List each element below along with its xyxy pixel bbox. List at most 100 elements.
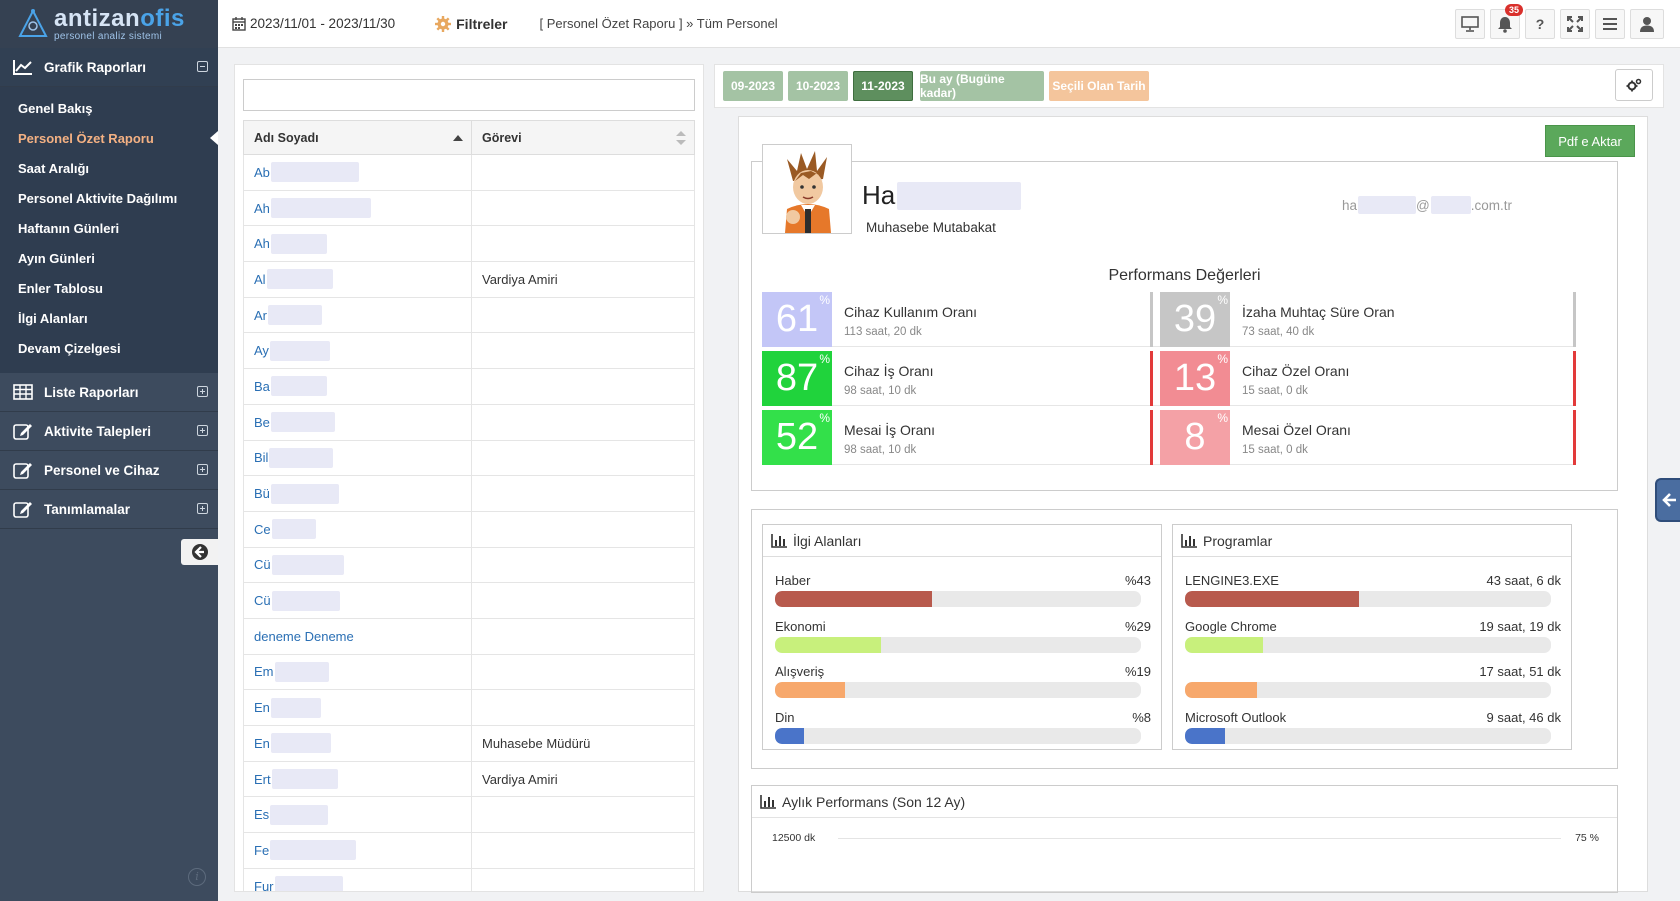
sidebar-item-personel-aktivite-dagilimi[interactable]: Personel Aktivite Dağılımı <box>18 190 178 206</box>
cell-name[interactable]: Ba <box>244 369 472 404</box>
table-row[interactable]: Ba <box>243 369 695 405</box>
table-row[interactable]: En Muhasebe Müdürü <box>243 726 695 762</box>
cell-name[interactable]: Bil <box>244 440 472 476</box>
expand-toggle-icon[interactable] <box>197 464 208 475</box>
table-header: Adı Soyadı Görevi <box>243 120 695 155</box>
sidebar-item-ayin-gunleri[interactable]: Ayın Günleri <box>18 250 95 266</box>
sidebar: antizanofis personel analiz sistemi Graf… <box>0 0 218 901</box>
cell-name[interactable]: Ah <box>244 190 472 226</box>
table-row[interactable]: Al Vardiya Amiri <box>243 262 695 298</box>
bar-track <box>1185 682 1551 698</box>
sidebar-item-saat-araligi[interactable]: Saat Aralığı <box>18 160 90 176</box>
search-input[interactable] <box>243 79 695 111</box>
cell-name[interactable]: Es <box>244 797 472 833</box>
expand-toggle-icon[interactable] <box>197 386 208 397</box>
cell-name[interactable]: Be <box>244 404 472 440</box>
cell-name[interactable]: Ert <box>244 761 472 797</box>
table-row[interactable]: Bil <box>243 440 695 477</box>
expand-icon <box>1567 16 1583 32</box>
sidebar-item-enler-tablosu[interactable]: Enler Tablosu <box>18 280 103 296</box>
sidebar-item-ilgi-alanlari[interactable]: İlgi Alanları <box>18 310 88 326</box>
cell-name[interactable]: Bü <box>244 476 472 511</box>
cell-name[interactable]: Al <box>244 262 472 297</box>
cell-name[interactable]: Fur <box>244 868 472 891</box>
notifications-button[interactable]: 35 <box>1490 4 1523 39</box>
user-button[interactable] <box>1630 9 1664 39</box>
sidebar-item-personel-ozet-raporu[interactable]: Personel Özet Raporu <box>0 123 218 153</box>
table-row[interactable]: Ert Vardiya Amiri <box>243 761 695 798</box>
menu-group-tanimlamalar[interactable]: Tanımlamalar <box>0 490 218 529</box>
cell-name[interactable]: Ab <box>244 155 472 190</box>
help-button[interactable]: ? <box>1525 9 1555 39</box>
table-row[interactable]: Fur <box>243 868 695 891</box>
table-row[interactable]: Bü <box>243 476 695 512</box>
table-row[interactable]: En <box>243 690 695 726</box>
cell-name[interactable]: Cü <box>244 583 472 618</box>
table-row[interactable]: Em <box>243 654 695 691</box>
table-row[interactable]: Es <box>243 797 695 834</box>
month-button[interactable]: 10-2023 <box>788 71 848 101</box>
stat-value: 39 <box>1173 298 1217 340</box>
performance-stat: 87% Cihaz İş Oranı 98 saat, 10 dk <box>762 351 1178 406</box>
menu-group-personel-ve-cihaz[interactable]: Personel ve Cihaz <box>0 451 218 490</box>
pdf-export-button[interactable]: Pdf e Aktar <box>1545 125 1635 157</box>
monitor-button[interactable] <box>1455 9 1485 39</box>
table-row[interactable]: Ah <box>243 190 695 227</box>
table-row[interactable]: Ah <box>243 226 695 263</box>
cell-role <box>472 226 694 261</box>
sidebar-item-devam-cizelgesi[interactable]: Devam Çizelgesi <box>18 340 121 356</box>
stat-value-box: 52% <box>762 410 832 465</box>
column-header-role[interactable]: Görevi <box>472 121 694 154</box>
month-button[interactable]: Bu ay (Bugüne kadar) <box>920 71 1044 101</box>
month-button[interactable]: Seçili Olan Tarih <box>1049 71 1149 101</box>
menu-group-aktivite-talepleri[interactable]: Aktivite Talepleri <box>0 412 218 451</box>
cell-name[interactable]: deneme Deneme <box>244 618 472 654</box>
redacted-text <box>274 661 329 682</box>
cell-name[interactable]: Ah <box>244 226 472 262</box>
cell-name[interactable]: Fe <box>244 833 472 868</box>
cell-name[interactable]: Cü <box>244 547 472 583</box>
cell-name[interactable]: En <box>244 726 472 761</box>
menu-group-grafik-raporlari[interactable]: Grafik Raporları <box>0 48 218 87</box>
table-row[interactable]: deneme Deneme <box>243 618 695 655</box>
sidebar-item-haftanin-gunleri[interactable]: Haftanın Günleri <box>18 220 120 236</box>
stat-duration: 73 saat, 40 dk <box>1242 326 1315 338</box>
cell-name[interactable]: En <box>244 690 472 725</box>
menu-group-label: Tanımlamalar <box>44 501 131 517</box>
cell-name[interactable]: Em <box>244 654 472 690</box>
sidebar-collapse-button[interactable] <box>181 539 218 565</box>
settings-button[interactable] <box>1615 69 1653 101</box>
date-range-picker[interactable]: 2023/11/01 - 2023/11/30 <box>232 16 395 31</box>
table-row[interactable]: Be <box>243 404 695 441</box>
redacted-text <box>270 412 335 433</box>
table-row[interactable]: Ab <box>243 155 695 191</box>
monthly-title: Aylık Performans (Son 12 Ay) <box>782 793 966 810</box>
cell-name[interactable]: Ce <box>244 511 472 547</box>
info-icon[interactable]: i <box>188 868 206 886</box>
expand-toggle-icon[interactable] <box>197 425 208 436</box>
table-row[interactable]: Ay <box>243 333 695 370</box>
breadcrumb: [ Personel Özet Raporu ] » Tüm Personel <box>539 16 778 31</box>
filters-button[interactable]: Filtreler <box>435 15 507 32</box>
bar-label: Ekonomi <box>775 618 826 634</box>
brand-subtitle: personel analiz sistemi <box>54 30 163 42</box>
collapse-toggle-icon[interactable] <box>197 61 208 72</box>
menu-button[interactable] <box>1595 9 1625 39</box>
avatar <box>762 144 852 234</box>
table-row[interactable]: Ar <box>243 297 695 334</box>
cell-name[interactable]: Ar <box>244 297 472 333</box>
table-row[interactable]: Cü <box>243 547 695 584</box>
month-button[interactable]: 11-2023 <box>853 71 913 101</box>
table-row[interactable]: Cü <box>243 583 695 619</box>
table-row[interactable]: Ce <box>243 511 695 548</box>
side-panel-toggle[interactable] <box>1655 478 1680 522</box>
month-button[interactable]: 09-2023 <box>723 71 783 101</box>
logo[interactable]: antizanofis personel analiz sistemi <box>0 0 218 48</box>
table-row[interactable]: Fe <box>243 833 695 869</box>
menu-group-liste-raporlari[interactable]: Liste Raporları <box>0 373 218 412</box>
column-header-name[interactable]: Adı Soyadı <box>244 121 472 154</box>
sidebar-item-genel-bakis[interactable]: Genel Bakış <box>18 100 93 116</box>
expand-toggle-icon[interactable] <box>197 503 208 514</box>
cell-name[interactable]: Ay <box>244 333 472 369</box>
fullscreen-button[interactable] <box>1560 9 1590 39</box>
